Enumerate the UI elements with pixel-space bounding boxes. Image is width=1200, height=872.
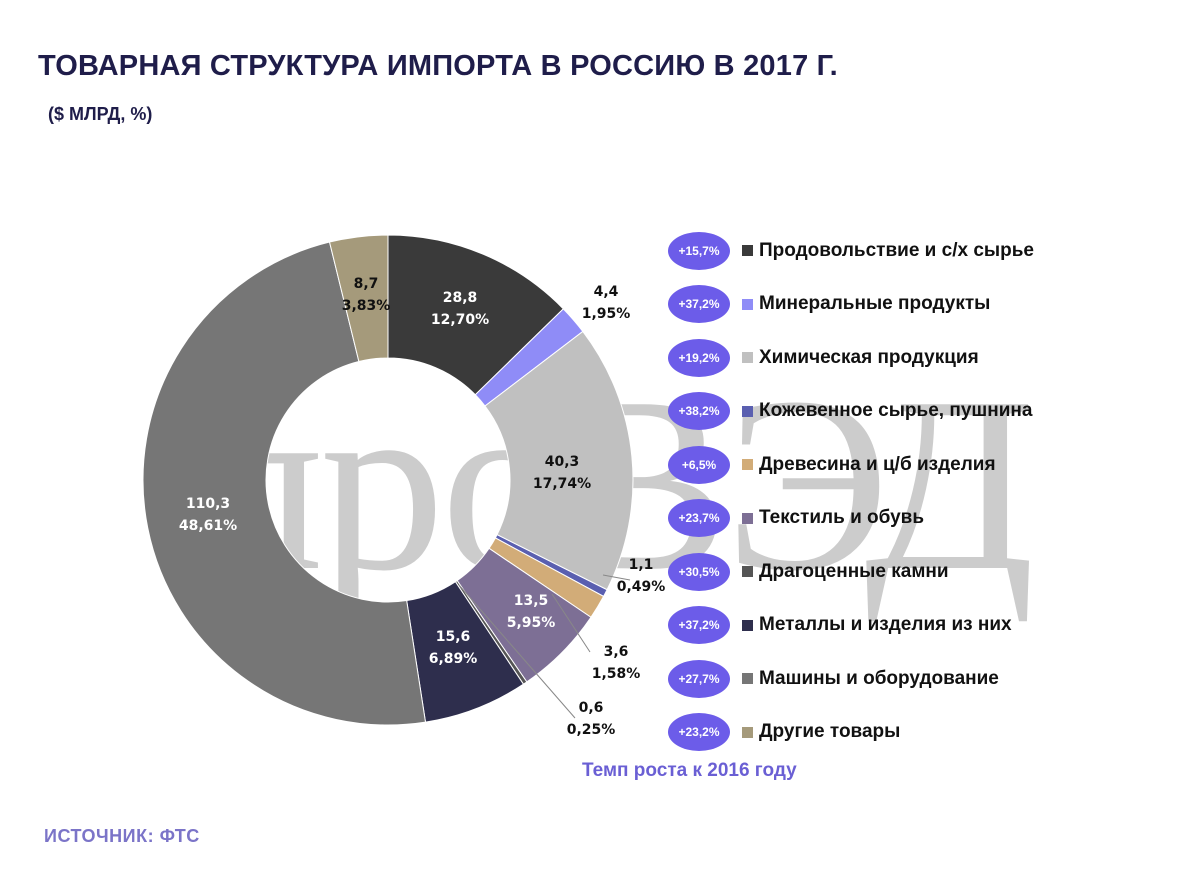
chart-legend: +15,7% Продовольствие и с/х сырье +37,2% Ми… [668, 224, 1188, 759]
legend-item: +38,2% Кожевенное сырье, пушнина [668, 385, 1188, 439]
growth-badge: +37,2% [668, 285, 730, 324]
legend-item: +23,2% Другие товары [668, 706, 1188, 760]
segment-value-label: 4,4 [594, 284, 619, 300]
growth-badge: +38,2% [668, 392, 730, 431]
growth-badge: +19,2% [668, 338, 730, 377]
segment-value-label: 1,1 [629, 557, 654, 573]
legend-label: Другие товары [759, 721, 901, 743]
legend-label: Драгоценные камни [759, 560, 949, 582]
segment-percent-label: 1,58% [592, 666, 641, 682]
legend-swatch [742, 512, 753, 524]
legend-swatch [742, 619, 753, 631]
label-leader-line [551, 593, 591, 653]
legend-swatch [742, 352, 753, 364]
legend-swatch [742, 673, 753, 685]
growth-badge: +23,2% [668, 713, 730, 752]
growth-badge: +23,7% [668, 499, 730, 538]
page-subtitle: ($ МЛРД, %) [48, 104, 153, 124]
segment-percent-label: 48,61% [179, 518, 237, 534]
segment-percent-label: 17,74% [533, 476, 591, 492]
legend-label: Химическая продукция [759, 346, 979, 368]
segment-percent-label: 5,95% [507, 615, 556, 631]
legend-swatch [742, 726, 753, 738]
growth-badge: +6,5% [668, 445, 730, 484]
growth-badge: +15,7% [668, 231, 730, 270]
legend-swatch [742, 405, 753, 417]
segment-value-label: 3,6 [604, 644, 629, 660]
segment-percent-label: 12,70% [431, 312, 489, 328]
segment-percent-label: 0,49% [617, 579, 666, 595]
legend-label: Кожевенное сырье, пушнина [759, 400, 1033, 422]
legend-swatch [742, 298, 753, 310]
page-title: ТОВАРНАЯ СТРУКТУРА ИМПОРТА В РОССИЮ В 20… [38, 50, 838, 82]
legend-item: +37,2% Металлы и изделия из них [668, 599, 1188, 653]
segment-percent-label: 1,95% [582, 306, 631, 322]
legend-item: +6,5% Древесина и ц/б изделия [668, 438, 1188, 492]
legend-label: Текстиль и обувь [759, 507, 925, 529]
legend-label: Металлы и изделия из них [759, 614, 1012, 636]
segment-percent-label: 6,89% [429, 651, 478, 667]
donut-segment [484, 330, 634, 591]
legend-swatch [742, 459, 753, 471]
legend-item: +19,2% Химическая продукция [668, 331, 1188, 385]
label-leader-line [458, 584, 576, 719]
legend-swatch [742, 566, 753, 578]
legend-item: +23,7% Текстиль и обувь [668, 492, 1188, 546]
legend-label: Минеральные продукты [759, 293, 991, 315]
segment-value-label: 15,6 [436, 629, 471, 645]
segment-value-label: 110,3 [186, 496, 230, 512]
growth-badge: +27,7% [668, 659, 730, 698]
label-leader-line [602, 574, 631, 581]
segment-value-label: 0,6 [579, 700, 604, 716]
segment-value-label: 40,3 [545, 454, 580, 470]
legend-item: +37,2% Минеральные продукты [668, 278, 1188, 332]
segment-value-label: 8,7 [354, 276, 379, 292]
legend-item: +27,7% Машины и оборудование [668, 652, 1188, 706]
donut-segment [142, 241, 427, 726]
legend-swatch [742, 245, 753, 257]
segment-percent-label: 3,83% [342, 298, 391, 314]
legend-item: +15,7% Продовольствие и с/х сырье [668, 224, 1188, 278]
legend-item: +30,5% Драгоценные камни [668, 545, 1188, 599]
donut-segment [328, 234, 389, 363]
segment-value-label: 13,5 [514, 593, 549, 609]
legend-label: Машины и оборудование [759, 667, 999, 689]
growth-caption: Темп роста к 2016 году [582, 760, 797, 781]
growth-badge: +30,5% [668, 552, 730, 591]
segment-value-label: 28,8 [443, 290, 478, 306]
source-note: ИСТОЧНИК: ФТС [44, 826, 200, 846]
legend-label: Древесина и ц/б изделия [759, 453, 996, 475]
growth-badge: +37,2% [668, 606, 730, 645]
segment-percent-label: 0,25% [567, 722, 616, 738]
legend-label: Продовольствие и с/х сырье [759, 239, 1034, 261]
